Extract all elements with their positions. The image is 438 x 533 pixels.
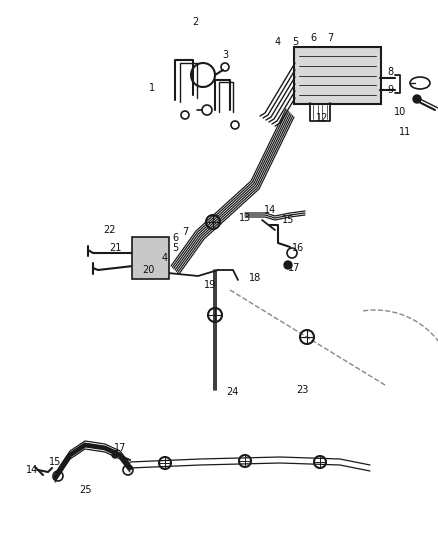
Text: 24: 24 [226,387,238,397]
Text: 25: 25 [79,485,91,495]
Text: 10: 10 [394,107,406,117]
Circle shape [112,452,118,458]
Text: 9: 9 [387,85,393,95]
Text: 22: 22 [104,225,116,235]
Circle shape [413,95,421,103]
Text: 5: 5 [292,37,298,47]
Text: 13: 13 [239,213,251,223]
Text: 15: 15 [49,457,61,467]
Text: 12: 12 [316,113,328,123]
Text: 7: 7 [182,227,188,237]
Text: 7: 7 [327,33,333,43]
Text: 4: 4 [162,253,168,263]
FancyBboxPatch shape [294,47,381,104]
Text: 15: 15 [282,215,294,225]
Text: 14: 14 [26,465,38,475]
FancyBboxPatch shape [132,237,169,279]
Text: 18: 18 [249,273,261,283]
Text: 17: 17 [114,443,126,453]
Text: 8: 8 [387,67,393,77]
Text: 5: 5 [172,243,178,253]
Text: 21: 21 [109,243,121,253]
Text: 19: 19 [204,280,216,290]
Text: 6: 6 [310,33,316,43]
Text: 3: 3 [222,50,228,60]
Text: 20: 20 [142,265,154,275]
Text: 1: 1 [149,83,155,93]
Text: 6: 6 [172,233,178,243]
Text: 16: 16 [292,243,304,253]
Text: 11: 11 [399,127,411,137]
Text: 23: 23 [296,385,308,395]
Text: 17: 17 [288,263,300,273]
Text: 2: 2 [192,17,198,27]
Circle shape [284,261,292,269]
Text: 4: 4 [275,37,281,47]
Text: 14: 14 [264,205,276,215]
